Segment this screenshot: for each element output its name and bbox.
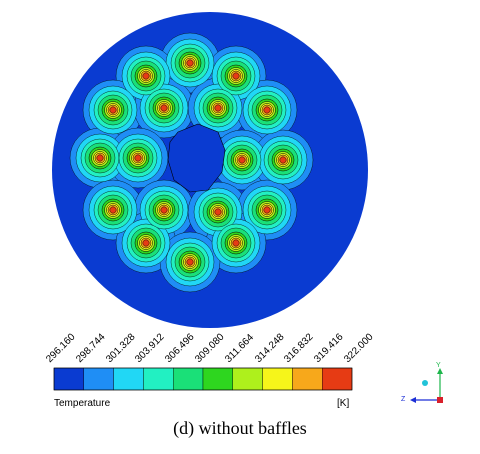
color-bar-segment [143, 367, 174, 391]
temperature-color-bar [53, 367, 353, 391]
tube-hotspot [224, 231, 248, 255]
tube-hotspot [178, 250, 202, 274]
x-axis-marker [437, 397, 443, 403]
color-bar-segment [172, 367, 204, 391]
tube-hotspot [206, 200, 230, 224]
tube-hotspot [178, 51, 202, 75]
center-cold-zone [167, 123, 226, 193]
tube-hotspot [88, 146, 112, 170]
tube-hotspot [101, 198, 125, 222]
z-axis-label: Z [401, 396, 406, 403]
y-arrowhead-icon [437, 368, 443, 374]
color-bar-segment [292, 367, 323, 391]
figure-caption: (d) without baffles [173, 418, 307, 438]
z-arrowhead-icon [410, 397, 416, 403]
color-bar-segment [202, 367, 233, 391]
legend-unit: [K] [337, 398, 350, 409]
color-bar-segment [232, 367, 263, 391]
tube-hotspot [134, 231, 158, 255]
tube-hotspot [206, 96, 230, 120]
color-bar-segment [262, 367, 293, 391]
tube-hotspot [101, 98, 125, 122]
tube-hotspot [134, 64, 158, 88]
tube-hotspots [88, 51, 295, 274]
color-bar-segment [113, 367, 144, 391]
tube-hotspot [255, 198, 279, 222]
tube-hotspot [224, 64, 248, 88]
legend-title: Temperature [54, 398, 111, 409]
tube-hotspot [230, 148, 254, 172]
axis-triad [410, 368, 443, 403]
view-origin-icon [422, 380, 428, 386]
tube-hotspot [152, 96, 176, 120]
color-bar-segment [53, 367, 84, 391]
tube-hotspot [271, 148, 295, 172]
tube-hotspot [126, 146, 150, 170]
tube-hotspot [152, 198, 176, 222]
color-bar-frame [53, 367, 353, 391]
tube-hotspot [255, 98, 279, 122]
color-bar-segment [83, 367, 114, 391]
y-axis-label: Y [436, 362, 441, 369]
color-bar-segment [322, 367, 353, 391]
